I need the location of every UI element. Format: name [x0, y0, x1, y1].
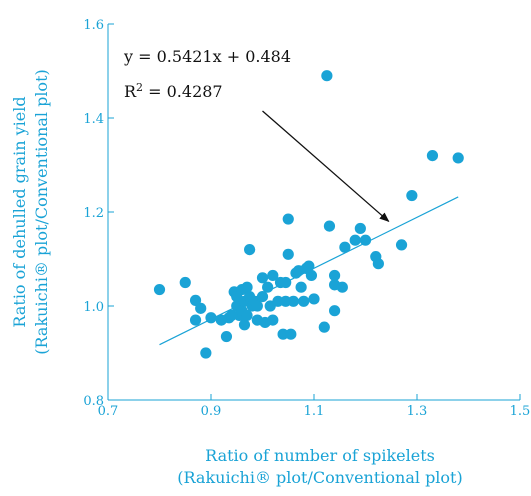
data-point	[238, 319, 251, 331]
data-point	[426, 150, 439, 162]
data-point	[280, 295, 292, 307]
data-point	[298, 295, 310, 307]
data-point	[336, 281, 348, 293]
x-tick-label: 0.9	[201, 404, 222, 419]
r-squared-label: R2 = 0.4287	[124, 81, 223, 101]
r-squared-r: R	[124, 82, 137, 101]
data-point	[329, 269, 341, 282]
data-point	[251, 300, 263, 312]
data-point	[200, 347, 212, 359]
data-point	[303, 260, 315, 272]
data-points	[153, 70, 464, 359]
data-point	[153, 283, 166, 296]
data-point	[262, 281, 274, 293]
data-point	[285, 328, 297, 340]
data-point	[205, 312, 217, 324]
data-point	[282, 213, 294, 225]
data-point	[318, 321, 330, 333]
data-point	[329, 305, 341, 317]
data-point	[220, 330, 233, 343]
r-squared-exponent: 2	[136, 81, 143, 94]
x-tick-label: 1.5	[510, 404, 531, 419]
y-tick-label: 1.6	[83, 18, 104, 33]
data-point	[241, 281, 253, 293]
data-point	[452, 152, 464, 164]
x-tick-label: 1.3	[407, 404, 428, 419]
data-point	[267, 269, 279, 282]
y-axis-title-line2: (Rakuichi® plot/Conventional plot)	[32, 69, 51, 354]
data-point	[323, 220, 336, 232]
data-point	[256, 272, 269, 284]
x-axis-title-line2: (Rakuichi® plot/Conventional plot)	[177, 468, 462, 487]
data-point	[195, 302, 207, 314]
data-point	[395, 239, 408, 251]
annotation-arrow	[262, 110, 390, 223]
data-point	[277, 328, 289, 340]
data-point	[189, 294, 202, 306]
x-tick-label: 0.7	[98, 404, 119, 419]
data-point	[354, 222, 366, 235]
x-axis-title-line1: Ratio of number of spikelets	[205, 446, 435, 465]
data-point	[179, 276, 191, 289]
axes	[107, 24, 520, 401]
data-point	[321, 70, 333, 82]
data-point	[339, 241, 351, 253]
data-point	[287, 295, 299, 307]
y-tick-label: 1.0	[83, 300, 104, 315]
data-point	[272, 295, 284, 307]
regression-equation: y = 0.5421x + 0.484	[123, 47, 291, 66]
data-point	[308, 293, 320, 305]
data-point	[295, 281, 307, 293]
r-squared-value: = 0.4287	[143, 82, 223, 101]
y-tick-label: 1.4	[83, 112, 104, 127]
data-point	[241, 309, 253, 321]
data-point	[282, 248, 294, 260]
ticks: 0.8 1.0 1.2 1.4 1.6 0.7 0.9 1.1 1.3 1.5	[83, 18, 530, 419]
data-point	[305, 269, 318, 282]
data-point	[189, 314, 202, 326]
y-tick-label: 0.8	[83, 394, 104, 409]
data-point	[226, 309, 238, 321]
data-point	[256, 291, 269, 303]
y-tick-label: 1.2	[83, 206, 104, 221]
y-axis-title-line1: Ratio of dehulled grain yield	[10, 96, 29, 327]
data-point	[359, 234, 372, 246]
data-point	[372, 258, 384, 270]
x-tick-label: 1.1	[304, 404, 325, 419]
data-point	[349, 234, 361, 246]
data-point	[406, 189, 418, 202]
data-point	[244, 244, 256, 256]
data-point	[267, 314, 279, 326]
data-point	[280, 276, 292, 289]
